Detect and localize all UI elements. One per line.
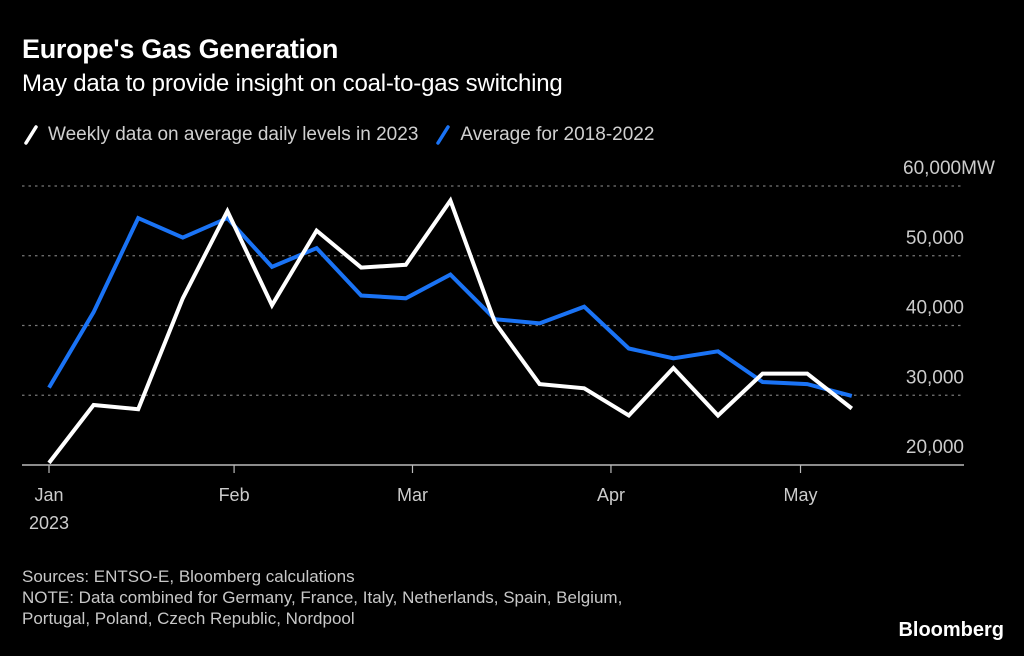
- x-tick-label: May: [784, 485, 818, 505]
- note-text-line-1: NOTE: Data combined for Germany, France,…: [22, 588, 623, 607]
- footer: Sources: ENTSO-E, Bloomberg calculations…: [22, 566, 622, 629]
- legend-label-2023: Weekly data on average daily levels in 2…: [48, 124, 419, 145]
- y-tick-label: 50,000: [906, 228, 964, 249]
- x-tick-label: Apr: [597, 485, 625, 505]
- y-tick-label: 60,000MW: [903, 158, 995, 179]
- y-tick-label: 30,000: [906, 367, 964, 388]
- chart-subtitle: May data to provide insight on coal-to-g…: [22, 70, 563, 97]
- legend-swatch-average-icon: [436, 125, 451, 145]
- x-tick-sublabel: 2023: [29, 513, 69, 533]
- legend-label-average: Average for 2018-2022: [460, 124, 655, 145]
- legend-item-average: Average for 2018-2022: [436, 124, 654, 146]
- legend-swatch-2023-icon: [24, 125, 38, 145]
- legend-item-2023: Weekly data on average daily levels in 2…: [24, 124, 418, 146]
- x-tick-label: Feb: [219, 485, 250, 505]
- y-tick-label: 40,000: [906, 298, 964, 319]
- legend: Weekly data on average daily levels in 2…: [24, 124, 672, 146]
- note-text-line-2: Portugal, Poland, Czech Republic, Nordpo…: [22, 609, 355, 628]
- bloomberg-logo: Bloomberg: [898, 619, 1004, 641]
- series-line-average: [47, 215, 853, 398]
- x-tick-label: Jan: [34, 485, 63, 505]
- y-tick-label: 20,000: [906, 437, 964, 458]
- x-tick-label: Mar: [397, 485, 428, 505]
- chart-title: Europe's Gas Generation: [22, 34, 339, 64]
- sources-text: Sources: ENTSO-E, Bloomberg calculations: [22, 567, 355, 586]
- series-line-2023: [47, 196, 854, 465]
